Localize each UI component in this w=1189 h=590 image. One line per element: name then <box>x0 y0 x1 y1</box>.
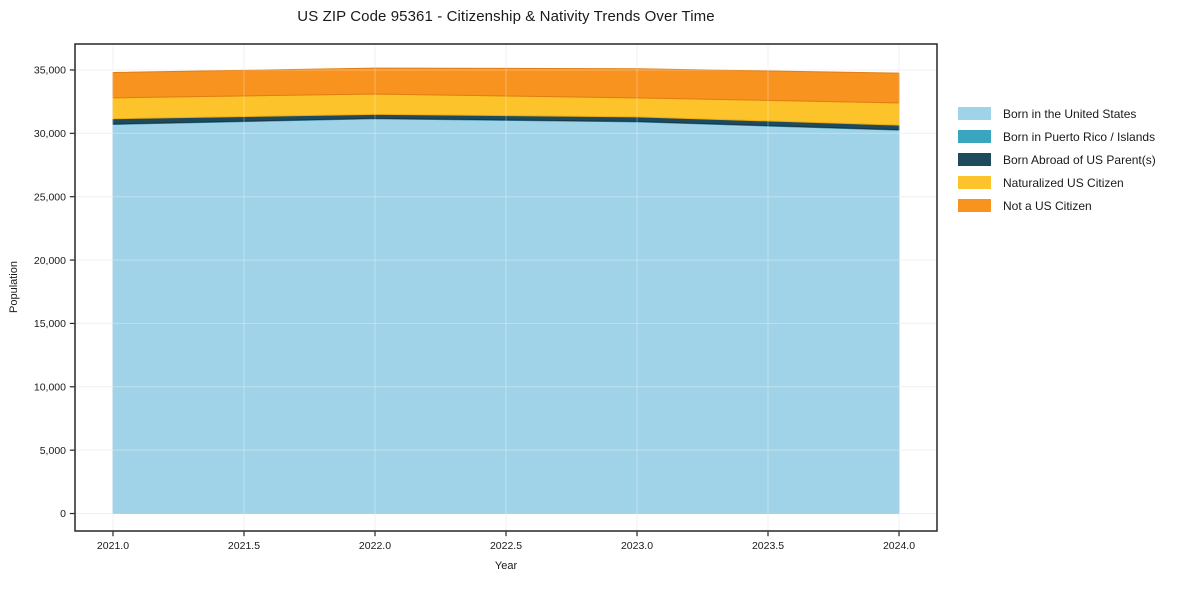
legend-item-born-abroad: Born Abroad of US Parent(s) <box>958 148 1156 171</box>
legend-label: Born Abroad of US Parent(s) <box>1003 152 1156 167</box>
legend-item-not-citizen: Not a US Citizen <box>958 194 1156 217</box>
x-tick-label: 2022.5 <box>490 540 522 552</box>
y-tick-label: 10,000 <box>34 381 66 393</box>
legend-swatch-not-citizen <box>958 199 991 212</box>
x-tick-label: 2022.0 <box>359 540 391 552</box>
legend-swatch-naturalized <box>958 176 991 189</box>
legend-swatch-puerto-rico-islands <box>958 130 991 143</box>
legend-label: Naturalized US Citizen <box>1003 175 1124 190</box>
area-not-citizen <box>112 67 900 104</box>
legend: Born in the United States Born in Puerto … <box>958 102 1156 217</box>
legend-label: Not a US Citizen <box>1003 198 1092 213</box>
y-tick-label: 35,000 <box>34 65 66 77</box>
y-axis-label: Population <box>8 261 20 313</box>
x-tick-label: 2021.5 <box>228 540 260 552</box>
legend-item-puerto-rico-islands: Born in Puerto Rico / Islands <box>958 125 1156 148</box>
plot-border <box>74 43 938 532</box>
y-tick-label: 25,000 <box>34 191 66 203</box>
y-tick-label: 0 <box>60 508 66 520</box>
legend-label: Born in Puerto Rico / Islands <box>1003 129 1156 144</box>
y-tick-label: 5,000 <box>40 445 66 457</box>
legend-swatch-born-abroad <box>958 153 991 166</box>
y-tick-label: 30,000 <box>34 128 66 140</box>
y-tick-label: 15,000 <box>34 318 66 330</box>
legend-label: Born in the United States <box>1003 106 1137 121</box>
y-tick-label: 20,000 <box>34 255 66 267</box>
x-tick-label: 2021.0 <box>97 540 129 552</box>
chart-title: US ZIP Code 95361 - Citizenship & Nativi… <box>297 8 715 25</box>
legend-swatch-born-in-us <box>958 107 991 120</box>
legend-item-born-in-us: Born in the United States <box>958 102 1156 125</box>
x-tick-label: 2023.0 <box>621 540 653 552</box>
x-axis-label: Year <box>494 560 518 572</box>
legend-item-naturalized: Naturalized US Citizen <box>958 171 1156 194</box>
x-tick-label: 2023.5 <box>752 540 784 552</box>
x-tick-label: 2024.0 <box>883 540 915 552</box>
